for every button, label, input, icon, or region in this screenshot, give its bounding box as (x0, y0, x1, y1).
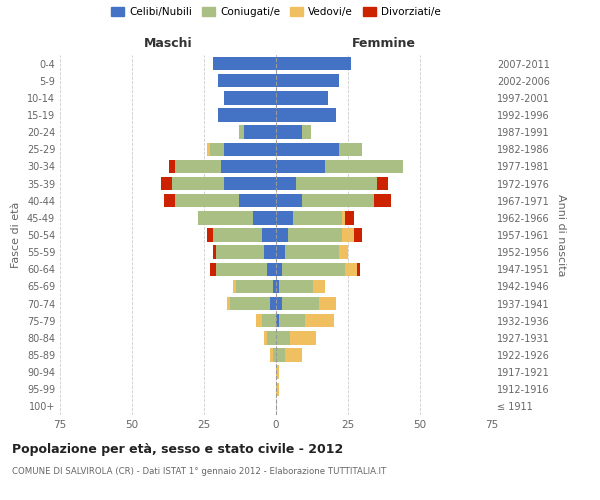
Bar (377, 177, 388, 190)
Bar (265, 331, 268, 344)
Bar (273, 348, 276, 362)
Bar (161, 177, 172, 190)
Bar (239, 126, 244, 139)
Bar (227, 297, 230, 310)
Bar (244, 126, 276, 139)
Bar (276, 160, 325, 173)
Bar (340, 142, 362, 156)
Bar (293, 211, 342, 224)
Bar (207, 228, 212, 241)
Y-axis label: Anni di nascita: Anni di nascita (556, 194, 566, 276)
Bar (268, 331, 276, 344)
Bar (212, 246, 215, 259)
Bar (276, 194, 302, 207)
Bar (265, 246, 276, 259)
Bar (253, 211, 276, 224)
Bar (273, 280, 276, 293)
Bar (270, 297, 276, 310)
Bar (239, 194, 276, 207)
Bar (282, 262, 345, 276)
Bar (233, 280, 236, 293)
Bar (276, 108, 337, 122)
Bar (175, 160, 221, 173)
Bar (212, 57, 276, 70)
Bar (279, 280, 313, 293)
Bar (224, 177, 276, 190)
Text: Popolazione per età, sesso e stato civile - 2012: Popolazione per età, sesso e stato civil… (12, 442, 343, 456)
Bar (313, 280, 325, 293)
Bar (276, 228, 287, 241)
Bar (287, 228, 342, 241)
Bar (218, 74, 276, 88)
Text: Femmine: Femmine (352, 37, 416, 50)
Text: COMUNE DI SALVIROLA (CR) - Dati ISTAT 1° gennaio 2012 - Elaborazione TUTTITALIA.: COMUNE DI SALVIROLA (CR) - Dati ISTAT 1°… (12, 468, 386, 476)
Bar (210, 262, 215, 276)
Bar (276, 211, 293, 224)
Bar (276, 280, 279, 293)
Bar (276, 262, 282, 276)
Bar (262, 314, 276, 328)
Bar (198, 211, 253, 224)
Bar (276, 382, 279, 396)
Bar (270, 348, 273, 362)
Bar (268, 262, 276, 276)
Bar (175, 194, 239, 207)
Bar (284, 348, 302, 362)
Bar (215, 262, 268, 276)
Bar (276, 126, 302, 139)
Bar (340, 246, 348, 259)
Bar (276, 91, 328, 104)
Bar (224, 91, 276, 104)
Bar (276, 57, 351, 70)
Bar (276, 348, 284, 362)
Bar (224, 142, 276, 156)
Bar (221, 160, 276, 173)
Bar (218, 108, 276, 122)
Bar (305, 314, 334, 328)
Bar (276, 142, 340, 156)
Bar (212, 228, 262, 241)
Bar (319, 297, 337, 310)
Bar (164, 194, 175, 207)
Y-axis label: Fasce di età: Fasce di età (11, 202, 21, 268)
Bar (276, 177, 296, 190)
Bar (342, 211, 345, 224)
Bar (374, 194, 391, 207)
Bar (296, 177, 377, 190)
Text: Maschi: Maschi (143, 37, 193, 50)
Bar (276, 74, 340, 88)
Bar (276, 366, 279, 379)
Bar (282, 297, 319, 310)
Bar (276, 246, 284, 259)
Bar (276, 297, 282, 310)
Bar (356, 262, 359, 276)
Bar (290, 331, 316, 344)
Bar (169, 160, 175, 173)
Bar (215, 246, 265, 259)
Bar (172, 177, 224, 190)
Bar (325, 160, 403, 173)
Bar (262, 228, 276, 241)
Bar (279, 314, 305, 328)
Bar (345, 262, 356, 276)
Bar (276, 314, 279, 328)
Bar (210, 142, 224, 156)
Bar (284, 246, 340, 259)
Bar (207, 142, 210, 156)
Bar (236, 280, 273, 293)
Bar (302, 126, 311, 139)
Bar (230, 297, 270, 310)
Bar (354, 228, 362, 241)
Bar (345, 211, 354, 224)
Bar (342, 228, 354, 241)
Bar (302, 194, 374, 207)
Legend: Celibi/Nubili, Coniugati/e, Vedovi/e, Divorziati/e: Celibi/Nubili, Coniugati/e, Vedovi/e, Di… (107, 2, 445, 21)
Bar (276, 331, 290, 344)
Bar (256, 314, 262, 328)
